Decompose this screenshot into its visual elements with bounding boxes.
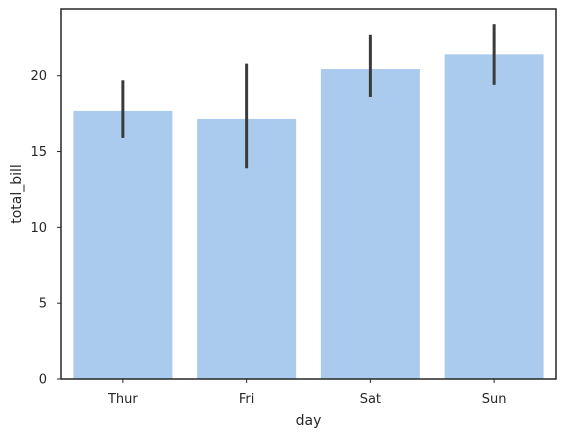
y-tick-label: 10	[30, 221, 47, 236]
bar-sat	[320, 69, 420, 379]
error-bars-layer	[121, 24, 496, 169]
y-tick-label: 15	[30, 145, 47, 160]
y-axis-label: total_bill	[9, 164, 25, 224]
x-tick-label-thur: Thur	[107, 392, 138, 407]
x-tick-label-sun: Sun	[482, 392, 507, 407]
bars-layer	[73, 54, 544, 380]
y-axis-ticks: 0 5 10 15 20	[30, 69, 61, 388]
bar-thur	[73, 110, 173, 379]
y-tick-label: 20	[30, 69, 47, 84]
plot-frame	[60, 8, 557, 380]
bar-sun	[444, 54, 544, 380]
x-axis-ticks: Thur Fri Sat Sun	[107, 379, 507, 407]
x-tick-label-fri: Fri	[239, 392, 255, 407]
x-axis-label: day	[296, 413, 322, 429]
x-tick-label-sat: Sat	[360, 392, 381, 407]
y-tick-label: 5	[39, 297, 47, 312]
y-tick-label: 0	[39, 373, 47, 388]
